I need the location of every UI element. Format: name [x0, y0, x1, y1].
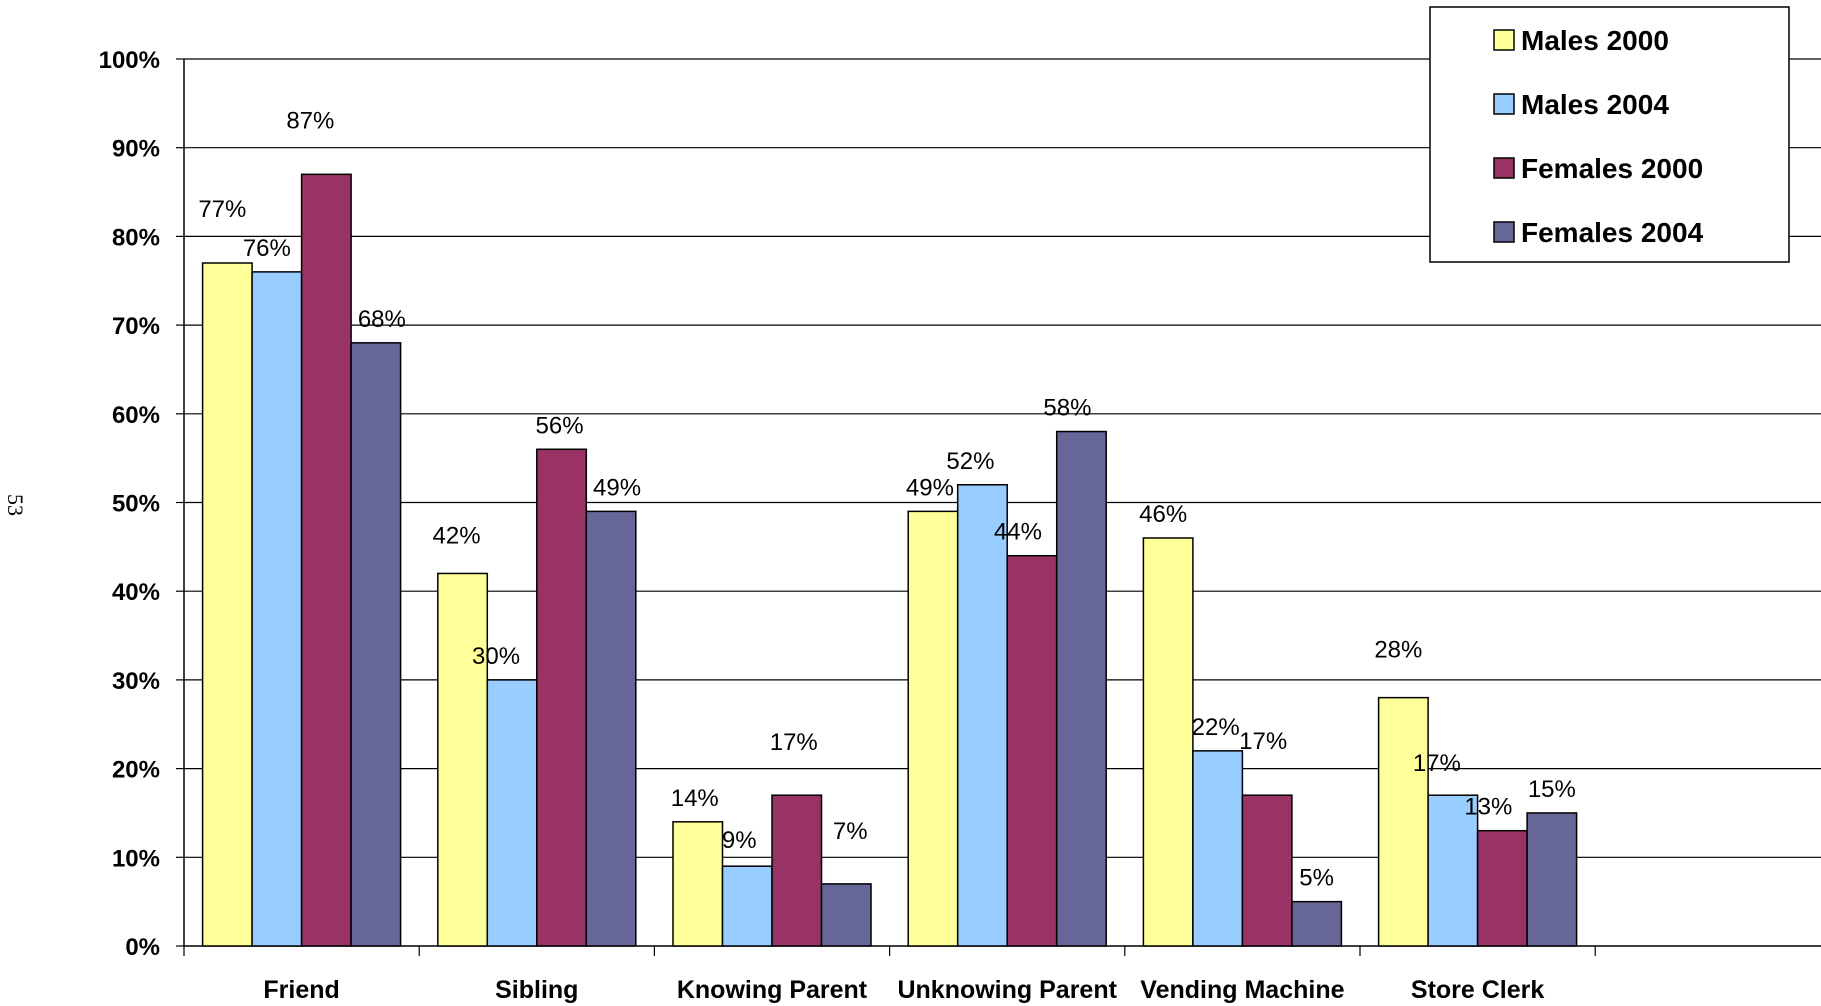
legend-swatch: [1493, 157, 1515, 179]
bar: [585, 510, 637, 947]
data-label: 13%: [1464, 794, 1512, 821]
category-label: Sibling: [495, 976, 578, 1004]
y-tick-label: 40%: [112, 579, 160, 606]
bar: [1291, 900, 1343, 947]
category-label: Knowing Parent: [677, 976, 868, 1004]
y-tick-label: 50%: [112, 491, 160, 518]
legend-label: Males 2004: [1521, 89, 1669, 120]
bar: [201, 262, 253, 947]
bar: [1142, 537, 1194, 947]
bar: [300, 173, 352, 947]
data-label: 42%: [433, 522, 481, 549]
y-tick-label: 30%: [112, 668, 160, 695]
data-label: 77%: [198, 196, 246, 223]
y-tick-label: 90%: [112, 136, 160, 163]
category-label: Unknowing Parent: [897, 976, 1117, 1004]
data-label: 17%: [1239, 728, 1287, 755]
bars: [201, 173, 1578, 947]
data-label: 14%: [671, 785, 719, 812]
data-label: 17%: [1413, 750, 1461, 777]
y-tick-label: 0%: [125, 934, 160, 961]
data-label: 49%: [593, 474, 641, 501]
data-label: 9%: [722, 827, 757, 854]
legend-label: Females 2004: [1521, 217, 1704, 248]
data-label: 7%: [833, 818, 868, 845]
data-label: 5%: [1299, 865, 1334, 892]
bar: [956, 484, 1008, 947]
y-tick-label: 70%: [112, 313, 160, 340]
bar: [251, 271, 303, 947]
y-tick-label: 80%: [112, 224, 160, 251]
category-label: Store Clerk: [1411, 976, 1544, 1004]
bar: [771, 794, 823, 947]
y-axis-ticks: 0% 10% 20% 30% 40% 50% 60% 70% 80% 90% 100%: [99, 47, 184, 961]
legend-swatch: [1493, 221, 1515, 243]
y-tick-label: 10%: [112, 845, 160, 872]
bar: [1476, 829, 1528, 947]
data-label: 28%: [1374, 637, 1422, 664]
data-label: 76%: [243, 235, 291, 262]
data-label: 46%: [1139, 501, 1187, 528]
y-tick-label: 100%: [99, 47, 160, 74]
legend-label: Females 2000: [1521, 153, 1703, 184]
bar: [907, 510, 959, 947]
bar: [1377, 696, 1429, 947]
data-label: 44%: [994, 519, 1042, 546]
bar: [820, 883, 872, 947]
data-label: 87%: [286, 107, 334, 134]
legend-box: [1429, 6, 1790, 263]
y-tick-label: 60%: [112, 402, 160, 429]
data-labels: 77%76%87%68%42%30%56%49%14%9%17%7%49%52%…: [198, 107, 1576, 891]
category-labels: Friend Sibling Knowing Parent Unknowing Par…: [263, 976, 1544, 1004]
bar: [437, 572, 489, 947]
bar: [536, 448, 588, 947]
category-label: Vending Machine: [1140, 976, 1344, 1004]
bar: [721, 865, 773, 947]
category-label: Friend: [263, 976, 339, 1004]
bar: [1006, 554, 1058, 947]
data-label: 15%: [1528, 776, 1576, 803]
bar: [1241, 794, 1293, 947]
bar: [486, 679, 538, 947]
legend-swatch: [1493, 93, 1515, 115]
data-label: 58%: [1043, 395, 1091, 422]
bar: [672, 821, 724, 947]
data-label: 17%: [770, 729, 818, 756]
data-label: 52%: [946, 448, 994, 475]
bar: [350, 342, 402, 947]
data-label: 30%: [472, 643, 520, 670]
data-label: 22%: [1192, 714, 1240, 741]
y-tick-label: 20%: [112, 757, 160, 784]
bar: [1526, 812, 1578, 947]
bar: [1055, 430, 1107, 947]
data-label: 49%: [906, 474, 954, 501]
legend-swatch: [1493, 29, 1515, 51]
data-label: 68%: [358, 306, 406, 333]
legend-label: Males 2000: [1521, 25, 1669, 56]
bar: [1192, 750, 1244, 947]
data-label: 56%: [536, 412, 584, 439]
legend: Males 2000 Males 2004 Females 2000 Females …: [1429, 6, 1790, 263]
